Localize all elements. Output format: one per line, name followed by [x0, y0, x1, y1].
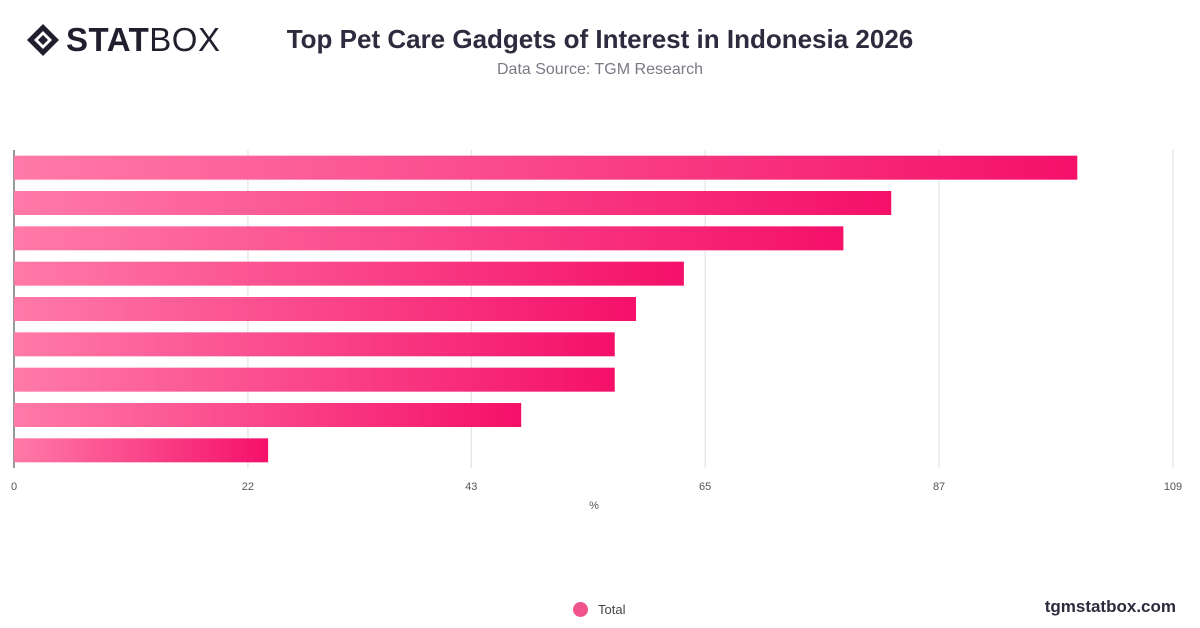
chart-title: Top Pet Care Gadgets of Interest in Indo…: [286, 24, 914, 54]
bar[interactable]: [14, 403, 522, 427]
bars: [14, 155, 1078, 463]
x-axis-label: %: [589, 500, 599, 512]
x-axis-ticks: 0 22 43 65 87 109: [11, 481, 1182, 493]
x-tick-label: 87: [933, 481, 945, 493]
bar[interactable]: [14, 191, 892, 215]
legend[interactable]: Total: [573, 602, 625, 617]
bar[interactable]: [14, 226, 844, 251]
statbox-logo: STATBOX: [26, 22, 220, 58]
x-tick-label: 22: [242, 481, 254, 493]
bar[interactable]: [14, 367, 615, 392]
bar[interactable]: [14, 261, 684, 286]
logo-bold-text: STAT: [66, 21, 150, 58]
website-url[interactable]: tgmstatbox.com: [1044, 597, 1176, 616]
bar[interactable]: [14, 297, 637, 321]
logo-light-text: BOX: [149, 21, 221, 58]
legend-label-total: Total: [598, 602, 626, 617]
logo-wordmark: STATBOX: [66, 22, 220, 58]
legend-swatch: [573, 602, 588, 617]
x-tick-label: 43: [465, 481, 477, 493]
x-tick-label: 0: [11, 481, 17, 493]
x-tick-label: 65: [699, 481, 711, 493]
bar[interactable]: [14, 155, 1078, 180]
bar[interactable]: [14, 438, 269, 463]
x-tick-label: 109: [1164, 481, 1182, 493]
diamond-cube-icon: [27, 24, 59, 56]
bar[interactable]: [14, 332, 615, 357]
chart-subtitle: Data Source: TGM Research: [496, 61, 703, 78]
